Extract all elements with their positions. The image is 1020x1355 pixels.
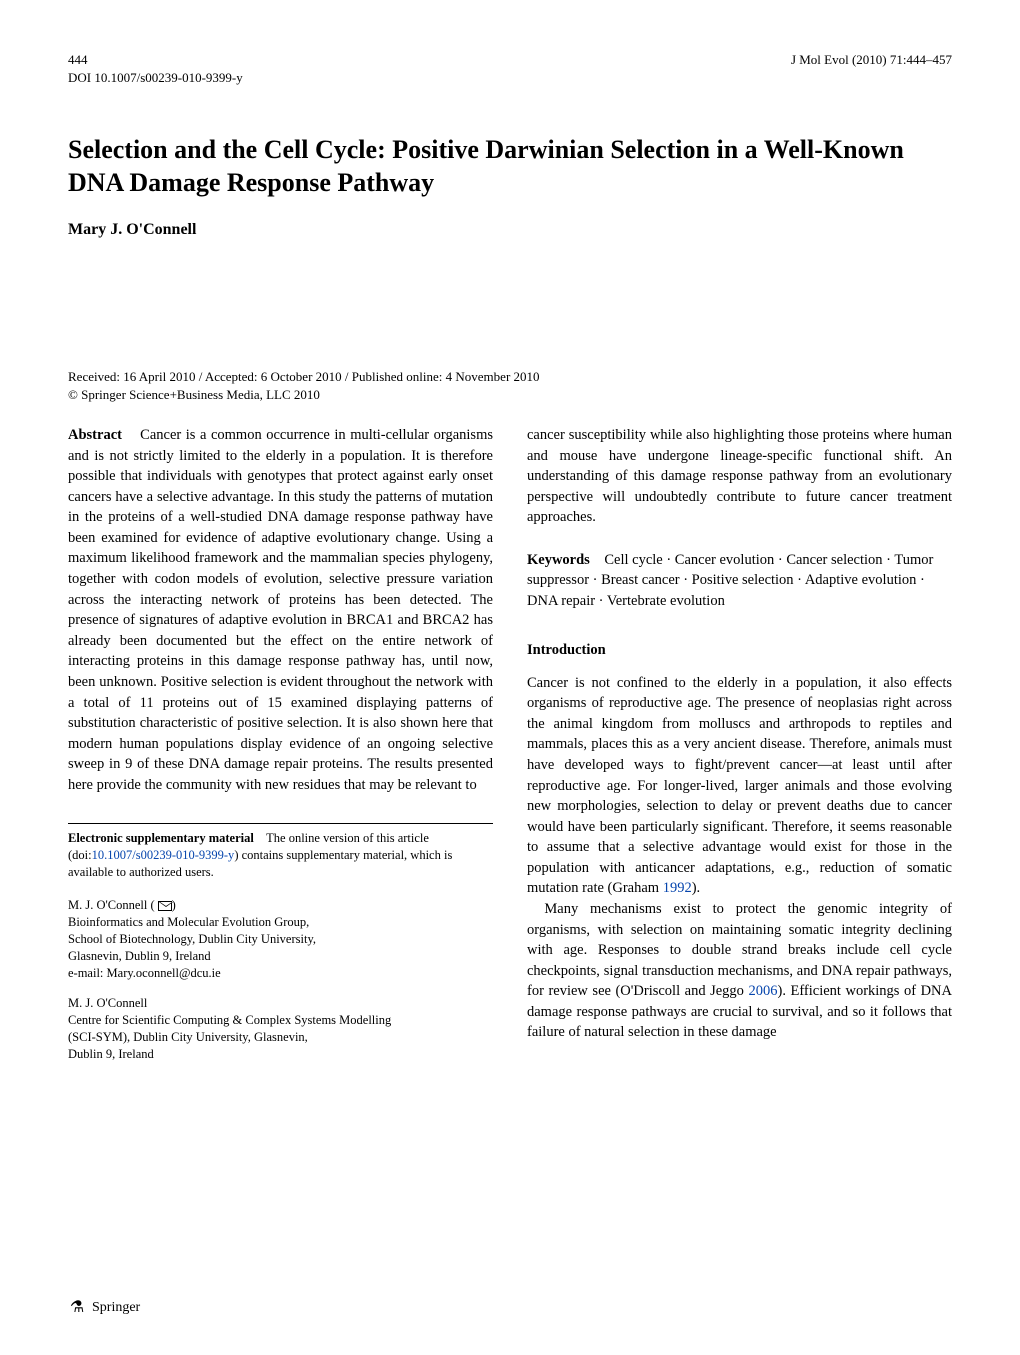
supp-label: Electronic supplementary material	[68, 831, 254, 845]
abstract-text: Cancer is a common occurrence in multi-c…	[68, 427, 493, 793]
intro-p2: Many mechanisms exist to protect the gen…	[527, 899, 952, 1043]
springer-icon: ⚗	[68, 1299, 86, 1317]
affil2-line1: Centre for Scientific Computing & Comple…	[68, 1013, 391, 1027]
left-column: Abstract Cancer is a common occurrence i…	[68, 425, 493, 1077]
copyright-line: © Springer Science+Business Media, LLC 2…	[68, 387, 952, 403]
abstract-label: Abstract	[68, 427, 122, 443]
supp-doi-link[interactable]: 10.1007/s00239-010-9399-y	[92, 848, 235, 862]
introduction-heading: Introduction	[527, 642, 952, 659]
intro-p1: Cancer is not confined to the elderly in…	[527, 673, 952, 899]
journal-reference: J Mol Evol (2010) 71:444–457	[791, 52, 952, 68]
keywords-label: Keywords	[527, 552, 590, 568]
keywords-block: Keywords Cell cycle · Cancer evolution ·…	[527, 550, 952, 612]
affil1-line2: School of Biotechnology, Dublin City Uni…	[68, 932, 316, 946]
affil1-name: M. J. O'Connell (	[68, 898, 155, 912]
citation-graham-1992[interactable]: 1992	[663, 880, 692, 896]
affil2-line2: (SCI-SYM), Dublin City University, Glasn…	[68, 1030, 308, 1044]
article-title: Selection and the Cell Cycle: Positive D…	[68, 134, 952, 199]
springer-footer: ⚗ Springer	[68, 1299, 140, 1317]
article-dates: Received: 16 April 2010 / Accepted: 6 Oc…	[68, 369, 952, 385]
page-number: 444	[68, 52, 88, 68]
affil1-line1: Bioinformatics and Molecular Evolution G…	[68, 915, 309, 929]
introduction-body: Cancer is not confined to the elderly in…	[527, 673, 952, 1043]
author-name: Mary J. O'Connell	[68, 221, 952, 239]
springer-label: Springer	[92, 1300, 140, 1316]
supplementary-material: Electronic supplementary material The on…	[68, 823, 493, 881]
right-column: cancer susceptibility while also highlig…	[527, 425, 952, 1077]
affil2-name: M. J. O'Connell	[68, 996, 147, 1010]
citation-odriscoll-2006[interactable]: 2006	[748, 983, 777, 999]
affil1-email: e-mail: Mary.oconnell@dcu.ie	[68, 966, 221, 980]
envelope-icon	[158, 901, 172, 911]
abstract-block: Abstract Cancer is a common occurrence i…	[68, 425, 493, 795]
affiliation-2: M. J. O'Connell Centre for Scientific Co…	[68, 995, 493, 1063]
two-column-body: Abstract Cancer is a common occurrence i…	[68, 425, 952, 1077]
abstract-continued: cancer susceptibility while also highlig…	[527, 425, 952, 528]
affiliation-1: M. J. O'Connell () Bioinformatics and Mo…	[68, 897, 493, 981]
affil1-line3: Glasnevin, Dublin 9, Ireland	[68, 949, 211, 963]
doi-line: DOI 10.1007/s00239-010-9399-y	[68, 70, 952, 86]
affil2-line3: Dublin 9, Ireland	[68, 1047, 154, 1061]
running-header: 444 J Mol Evol (2010) 71:444–457	[68, 52, 952, 68]
